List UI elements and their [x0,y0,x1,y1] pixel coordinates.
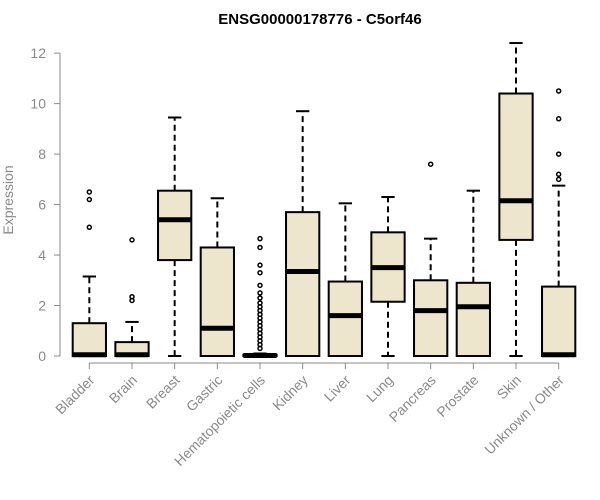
outlier-point [257,282,263,289]
y-tick-label: 12 [30,45,46,61]
outlier-point [86,224,93,231]
y-axis: 0 2 4 6 8 10 12 [30,45,61,364]
outlier-point [257,269,263,276]
outlier-point [257,300,263,306]
x-category-label: Unknown / Other [481,372,567,458]
x-category-label: Kidney [269,372,311,414]
box-group [242,235,278,358]
outlier-point [257,262,263,268]
outlier-point [129,237,135,243]
outlier-point [129,293,135,300]
x-category-label: Prostate [433,372,481,420]
box-iqr [541,285,577,358]
outlier-point [555,176,562,183]
x-category-label: Skin [494,372,525,403]
y-axis-label: Expression [0,165,16,234]
box-group [327,202,363,357]
x-category-label: Gastric [183,372,226,415]
box-group [114,237,150,358]
outlier-point [257,295,263,301]
boxes-layer [71,42,577,358]
x-category-label: Bladder [52,372,98,418]
outlier-point [555,171,562,178]
y-tick-label: 10 [30,96,46,112]
x-category-label: Pancreas [386,372,439,425]
outlier-point [555,151,562,157]
box-iqr [199,246,235,358]
box-iqr [285,211,321,357]
y-tick-label: 8 [38,146,46,162]
outlier-point [86,196,93,203]
x-category-label: Lung [363,372,396,405]
y-tick-label: 4 [38,247,46,263]
box-iqr [71,322,107,358]
box-group [455,189,491,357]
box-iqr [327,280,363,357]
box-group [541,88,577,358]
box-iqr [455,281,491,357]
outlier-point [555,116,562,122]
x-category-label: Breast [143,372,183,412]
x-category-label: Brain [106,372,140,406]
outlier-point [257,244,263,251]
outlier-point [86,189,93,195]
box-iqr [413,279,449,357]
box-group [498,42,534,357]
box-group [71,189,107,358]
y-tick-label: 0 [38,348,46,364]
box-iqr [498,92,534,241]
outlier-point [555,88,562,94]
box-iqr [157,189,193,262]
outlier-point [427,161,434,167]
x-category-label: Liver [321,372,354,405]
outlier-point [257,290,263,296]
box-group [157,116,193,357]
box-group [413,161,449,357]
box-group [199,197,235,358]
y-tick-label: 6 [38,197,46,213]
chart-title: ENSG00000178776 - C5orf46 [218,11,421,28]
box-group [370,196,406,357]
y-tick-label: 2 [38,298,46,314]
outlier-point [257,235,263,242]
box-group [285,110,321,357]
